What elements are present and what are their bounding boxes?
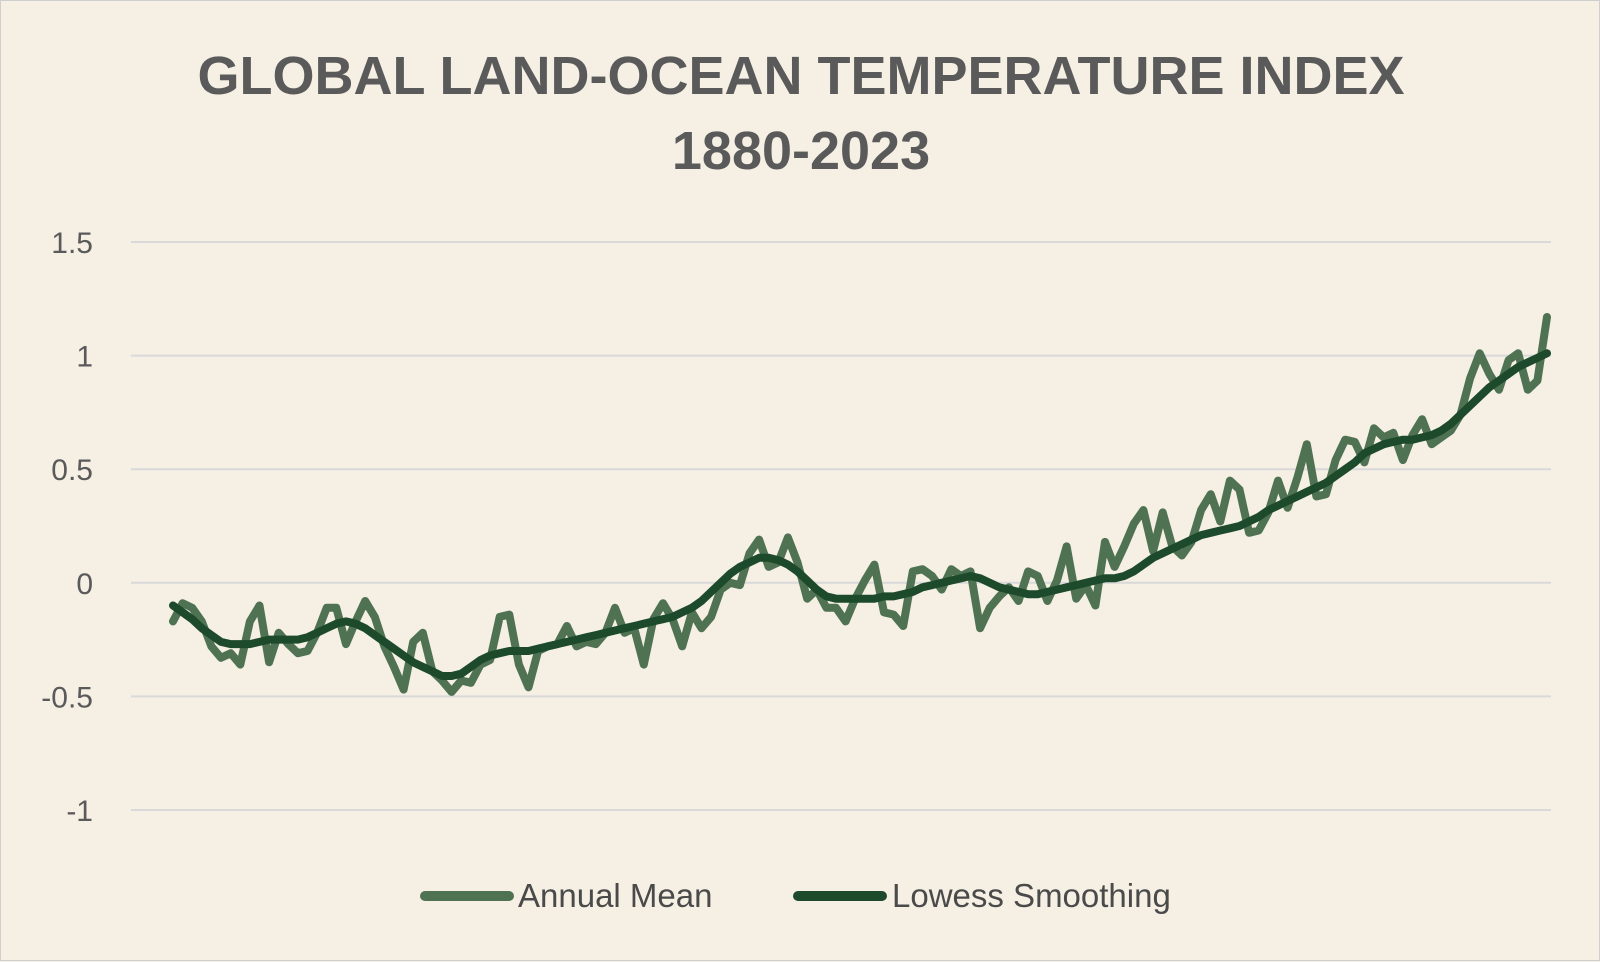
gridlines (131, 241, 1551, 811)
y-tick-label: -1 (66, 795, 93, 828)
y-axis-ticks: 1.5 1 0.5 0 -0.5 -1 (41, 227, 93, 828)
y-tick-label: 0.5 (51, 454, 93, 487)
series-line-lowess-smoothing (169, 349, 1551, 680)
y-tick-label: 1.5 (51, 227, 93, 260)
chart-subtitle: 1880-2023 (672, 121, 930, 181)
y-tick-label: 0 (76, 568, 93, 601)
chart-title: GLOBAL LAND-OCEAN TEMPERATURE INDEX (197, 46, 1404, 106)
y-tick-label: 1 (76, 341, 93, 374)
y-tick-label: -0.5 (41, 681, 93, 714)
legend-item-annual-mean[interactable]: Annual Mean (420, 877, 712, 914)
legend-label-lowess-smoothing: Lowess Smoothing (892, 877, 1171, 914)
legend-item-lowess-smoothing[interactable]: Lowess Smoothing (793, 877, 1171, 914)
series-line-annual-mean (169, 313, 1551, 696)
legend: Annual Mean Lowess Smoothing (420, 877, 1171, 914)
legend-label-annual-mean: Annual Mean (518, 877, 712, 914)
series-layer (169, 313, 1551, 696)
